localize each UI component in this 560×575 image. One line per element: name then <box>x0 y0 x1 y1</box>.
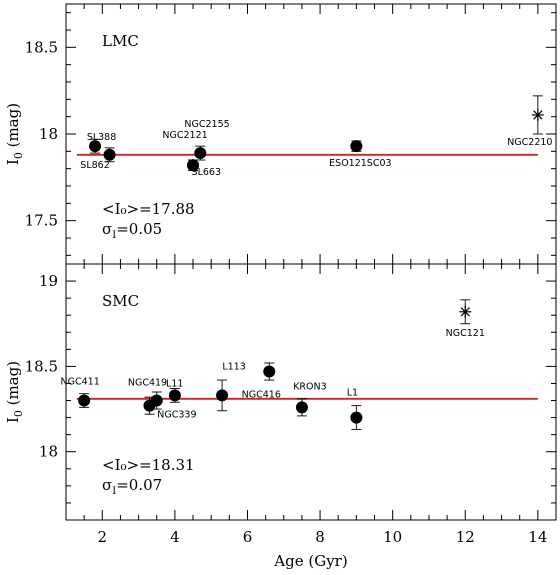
data-point <box>187 159 200 172</box>
point-label: L113 <box>222 361 245 372</box>
data-point <box>168 389 181 402</box>
data-point <box>89 140 102 153</box>
data-point <box>350 140 363 153</box>
x-axis-label: Age (Gyr) <box>273 552 347 570</box>
point-label: NGC2210 <box>507 137 552 148</box>
mean-annotation: <I₀>=18.31 <box>102 456 195 474</box>
lmc-panel: 17.5 18 18.5 I0 (mag) LMC <I₀>=17.88 σI=0.05 SL… <box>4 3 557 265</box>
x-tick-label: 12 <box>456 528 475 546</box>
y-axis-label: I0 (mag) <box>4 103 25 165</box>
y-tick-label: 19 <box>39 272 58 290</box>
point-label: ESO121SC03 <box>329 158 391 169</box>
x-tick-label: 14 <box>528 528 547 546</box>
y-tick-label: 17.5 <box>25 212 58 230</box>
point-label: NGC419 <box>128 378 167 389</box>
point-label: NGC339 <box>157 409 196 420</box>
point-label: L1 <box>347 388 358 399</box>
x-tick-label: 8 <box>315 528 325 546</box>
point-label: L11 <box>166 379 183 390</box>
point-label: SL862 <box>80 160 109 171</box>
point-label: SL388 <box>87 132 116 143</box>
point-label: SL663 <box>192 167 221 178</box>
x-tick-label: 4 <box>170 528 180 546</box>
y-tick-label: 18.5 <box>25 357 58 375</box>
point-label: NGC121 <box>446 328 485 339</box>
y-tick-label: 18.5 <box>25 38 58 56</box>
data-point <box>78 394 91 407</box>
point-label: NGC2155 <box>184 119 229 130</box>
y-tick-label: 18 <box>39 443 58 461</box>
data-point <box>295 401 308 414</box>
star-marker <box>459 305 472 318</box>
y-axis-label: I0 (mag) <box>4 361 25 423</box>
star-ray <box>533 110 543 120</box>
data-point <box>263 365 276 378</box>
panel-label: LMC <box>102 32 139 50</box>
sigma-annotation: σI=0.05 <box>102 220 162 241</box>
data-point <box>150 394 163 407</box>
data-point <box>350 411 363 424</box>
data-point <box>194 147 207 160</box>
star-ray <box>460 307 470 317</box>
y-tick-label: 18 <box>39 125 58 143</box>
point-label: NGC416 <box>242 390 281 401</box>
point-label: NGC411 <box>61 377 100 388</box>
panel-label: SMC <box>102 292 139 310</box>
data-point <box>216 389 229 402</box>
star-marker <box>531 108 544 121</box>
plot-frame <box>65 263 557 521</box>
x-tick-label: 6 <box>243 528 253 546</box>
x-tick-label: 10 <box>383 528 402 546</box>
mean-annotation: <I₀>=17.88 <box>102 200 195 218</box>
smc-panel: 18 18.5 19 I0 (mag) SMC <I₀>=18.31 σI=0.07 NGC4… <box>4 263 557 570</box>
point-label: NGC2121 <box>162 130 207 141</box>
sigma-annotation: σI=0.07 <box>102 476 162 497</box>
point-label: KRON3 <box>293 381 326 392</box>
data-point <box>103 148 116 161</box>
x-tick-label: 2 <box>98 528 108 546</box>
